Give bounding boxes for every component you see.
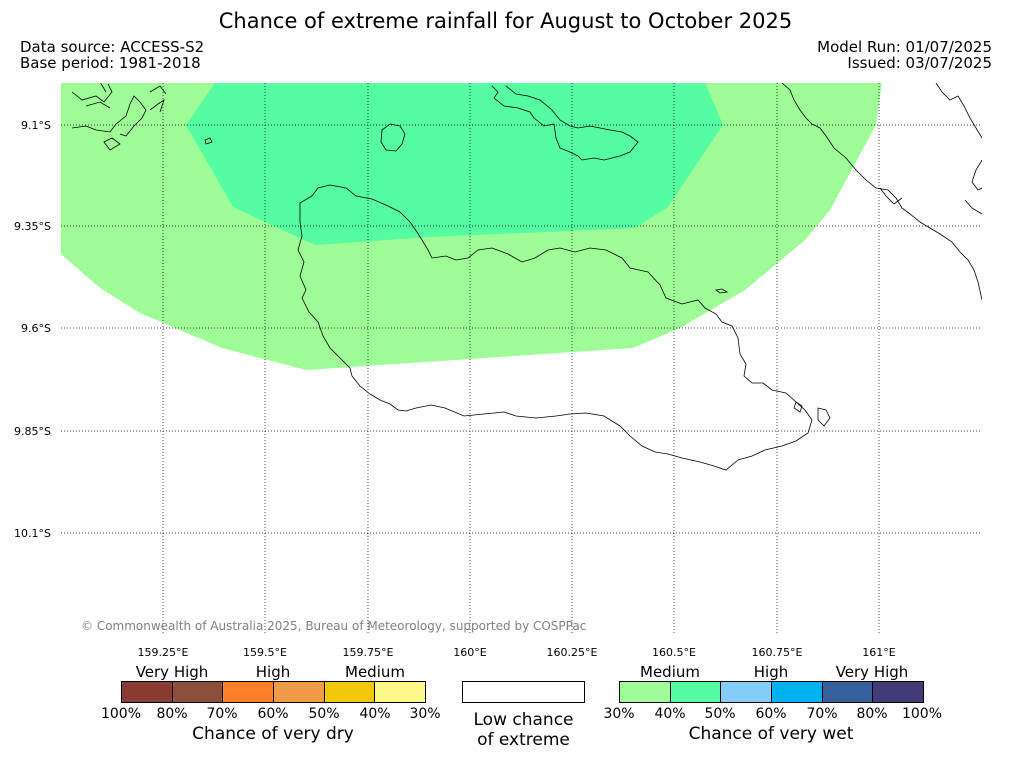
- dry-swatch-4: [274, 682, 325, 702]
- dry-swatch-2: [172, 682, 224, 702]
- lat-label-9.85: 9.85°S: [14, 425, 51, 438]
- dry-colorbar: [121, 681, 426, 703]
- wet-swatch-2: [670, 682, 722, 702]
- dry-swatch-1: [122, 682, 173, 702]
- dry-section-medium: Medium: [345, 663, 405, 681]
- dry-tick-80: 80%: [156, 706, 188, 722]
- dry-tick-70: 70%: [206, 706, 238, 722]
- dry-swatch-6: [375, 682, 426, 702]
- lat-label-9.6: 9.6°S: [21, 322, 51, 335]
- dry-swatch-5: [324, 682, 376, 702]
- model-run: Model Run: 01/07/2025: [817, 38, 992, 56]
- dry-swatch-3: [223, 682, 275, 702]
- copyright-note: © Commonwealth of Australia 2025, Bureau…: [81, 619, 586, 633]
- wet-colorbar: [619, 681, 924, 703]
- wet-40-50-zone: [186, 83, 723, 245]
- dry-tick-30: 30%: [409, 706, 441, 722]
- wet-section-high: High: [753, 663, 789, 681]
- lon-label-160: 160°E: [453, 646, 486, 659]
- graticule: [61, 83, 982, 635]
- wet-legend-label: Chance of very wet: [688, 724, 854, 744]
- dry-tick-60: 60%: [257, 706, 289, 722]
- lon-label-159.5: 159.5°E: [243, 646, 287, 659]
- dry-tick-40: 40%: [359, 706, 391, 722]
- lat-label-9.35: 9.35°S: [14, 220, 51, 233]
- dry-tick-50: 50%: [308, 706, 340, 722]
- wet-swatch-1: [620, 682, 671, 702]
- dry-section-high: High: [255, 663, 291, 681]
- wet-tick-30: 30%: [603, 706, 635, 722]
- wet-tick-60: 60%: [755, 706, 787, 722]
- lon-label-160.5: 160.5°E: [652, 646, 696, 659]
- lon-label-160.75: 160.75°E: [752, 646, 803, 659]
- lon-label-160.25: 160.25°E: [547, 646, 598, 659]
- dry-section-very-high: Very High: [135, 663, 209, 681]
- chart-title: Chance of extreme rainfall for August to…: [218, 9, 793, 33]
- dry-legend-label: Chance of very dry: [192, 724, 354, 744]
- lon-label-159.25: 159.25°E: [138, 646, 189, 659]
- lat-label-9.1: 9.1°S: [21, 119, 51, 132]
- wet-swatch-3: [721, 682, 773, 702]
- base-period: Base period: 1981-2018: [20, 54, 201, 72]
- wet-tick-80: 80%: [856, 706, 888, 722]
- data-source: Data source: ACCESS-S2: [20, 38, 205, 56]
- lon-label-161: 161°E: [862, 646, 895, 659]
- lat-label-10.1: 10.1°S: [14, 527, 51, 540]
- wet-section-medium: Medium: [640, 663, 700, 681]
- wet-tick-100: 100%: [901, 706, 943, 722]
- lon-label-159.75: 159.75°E: [343, 646, 394, 659]
- low-chance-label: Low chance of extreme: [462, 710, 585, 750]
- low-chance-line2: of extreme: [477, 730, 570, 750]
- low-chance-line1: Low chance: [473, 710, 574, 730]
- wet-swatch-4: [772, 682, 823, 702]
- wet-tick-50: 50%: [704, 706, 736, 722]
- wet-tick-40: 40%: [654, 706, 686, 722]
- wet-tick-70: 70%: [806, 706, 838, 722]
- low-chance-swatch: [462, 681, 585, 703]
- wet-section-very-high: Very High: [835, 663, 909, 681]
- wet-swatch-6: [873, 682, 924, 702]
- issued-date: Issued: 03/07/2025: [847, 54, 992, 72]
- coastline: [71, 83, 982, 471]
- wet-swatch-5: [822, 682, 874, 702]
- dry-tick-100: 100%: [100, 706, 142, 722]
